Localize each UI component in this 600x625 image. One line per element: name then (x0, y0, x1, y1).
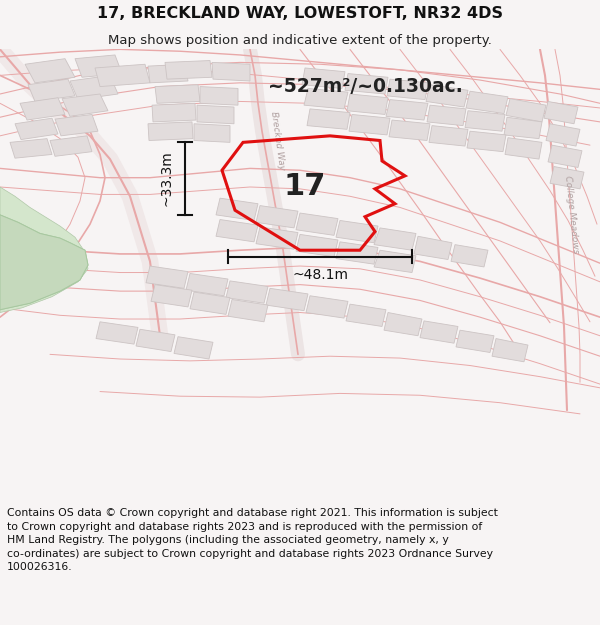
Text: 17: 17 (284, 173, 326, 201)
Polygon shape (25, 59, 75, 83)
Polygon shape (190, 292, 230, 314)
Polygon shape (146, 266, 188, 288)
Polygon shape (70, 76, 118, 99)
Polygon shape (429, 126, 468, 146)
Polygon shape (136, 329, 175, 352)
Polygon shape (465, 111, 505, 131)
Polygon shape (266, 288, 308, 311)
Text: College Meadows: College Meadows (563, 176, 581, 254)
Text: ~48.1m: ~48.1m (292, 268, 348, 282)
Polygon shape (0, 215, 88, 310)
Polygon shape (0, 187, 88, 312)
Polygon shape (384, 312, 422, 336)
Polygon shape (55, 114, 98, 136)
Polygon shape (228, 299, 268, 322)
Text: Contains OS data © Crown copyright and database right 2021. This information is : Contains OS data © Crown copyright and d… (7, 508, 498, 572)
Polygon shape (427, 105, 466, 126)
Polygon shape (296, 234, 338, 257)
Text: Brecknd Way: Brecknd Way (269, 111, 287, 171)
Polygon shape (148, 122, 193, 141)
Polygon shape (256, 206, 298, 228)
Polygon shape (389, 120, 430, 141)
Polygon shape (212, 62, 250, 81)
Polygon shape (216, 198, 258, 221)
Polygon shape (165, 61, 212, 79)
Polygon shape (336, 221, 378, 243)
Polygon shape (194, 124, 230, 142)
Polygon shape (155, 85, 200, 103)
Polygon shape (256, 227, 298, 249)
Text: Map shows position and indicative extent of the property.: Map shows position and indicative extent… (108, 34, 492, 47)
Polygon shape (504, 118, 542, 139)
Polygon shape (374, 228, 416, 250)
Polygon shape (197, 105, 234, 124)
Polygon shape (296, 213, 338, 236)
Text: 17, BRECKLAND WAY, LOWESTOFT, NR32 4DS: 17, BRECKLAND WAY, LOWESTOFT, NR32 4DS (97, 6, 503, 21)
Polygon shape (20, 98, 65, 120)
Polygon shape (386, 99, 428, 120)
Polygon shape (548, 145, 582, 168)
Polygon shape (152, 103, 196, 122)
Polygon shape (544, 101, 578, 124)
Polygon shape (451, 244, 488, 267)
Polygon shape (186, 274, 228, 296)
Polygon shape (200, 87, 238, 105)
Polygon shape (505, 138, 542, 159)
Polygon shape (492, 339, 528, 362)
Polygon shape (96, 322, 138, 344)
Polygon shape (336, 242, 378, 264)
Polygon shape (307, 109, 350, 129)
Polygon shape (0, 215, 88, 310)
Polygon shape (420, 321, 458, 343)
Polygon shape (456, 330, 494, 352)
Polygon shape (95, 64, 150, 87)
Polygon shape (426, 85, 468, 107)
Text: ~33.3m: ~33.3m (159, 151, 173, 206)
Polygon shape (75, 55, 122, 78)
Polygon shape (466, 91, 508, 114)
Polygon shape (15, 118, 58, 139)
Polygon shape (345, 74, 388, 94)
Polygon shape (226, 281, 268, 303)
Polygon shape (387, 79, 428, 99)
Polygon shape (346, 304, 386, 326)
Polygon shape (302, 68, 345, 88)
Polygon shape (506, 99, 546, 122)
Polygon shape (148, 64, 188, 83)
Text: ~527m²/~0.130ac.: ~527m²/~0.130ac. (268, 77, 463, 96)
Polygon shape (546, 124, 580, 146)
Polygon shape (347, 94, 388, 114)
Polygon shape (306, 296, 348, 318)
Polygon shape (216, 219, 258, 242)
Polygon shape (174, 337, 213, 359)
Polygon shape (467, 131, 506, 152)
Polygon shape (50, 136, 92, 156)
Polygon shape (374, 250, 416, 272)
Polygon shape (349, 114, 390, 135)
Polygon shape (28, 79, 75, 101)
Polygon shape (151, 284, 192, 307)
Polygon shape (62, 94, 108, 116)
Polygon shape (414, 236, 452, 259)
Polygon shape (550, 166, 584, 189)
Polygon shape (304, 88, 348, 109)
Polygon shape (10, 139, 52, 158)
